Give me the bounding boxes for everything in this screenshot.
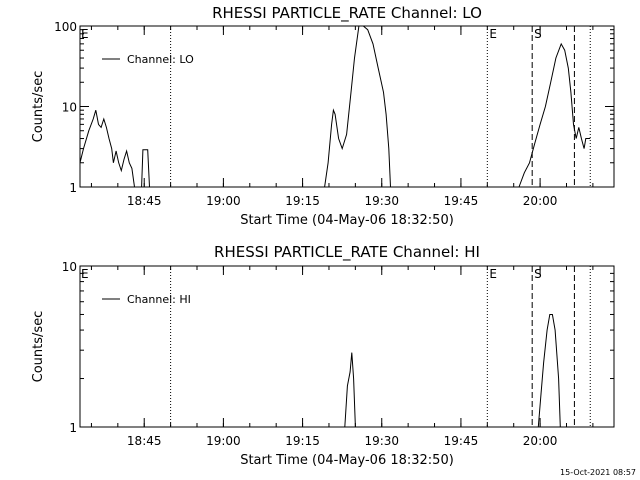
plot2-y-tick-label: 1 — [69, 421, 77, 435]
plot2-x-tick-label: 20:00 — [523, 434, 558, 448]
plot2-x-tick-label: 19:45 — [444, 434, 479, 448]
plot2-x-tick-label: 19:30 — [364, 434, 399, 448]
plot2-x-axis-label: Start Time (04-May-06 18:32:50) — [240, 453, 454, 468]
plot1-edge-label: E — [81, 27, 89, 41]
plot1-x-axis-label: Start Time (04-May-06 18:32:50) — [240, 213, 454, 228]
plot1-x-tick-label: 20:00 — [523, 194, 558, 208]
plot1-frame — [79, 25, 615, 188]
plot1-marker-label: E — [489, 27, 497, 41]
plot2-x-tick-label: 19:15 — [285, 434, 320, 448]
plot1-x-tick-label: 19:30 — [364, 194, 399, 208]
plot1-series-segment — [141, 149, 150, 188]
plot1-x-tick-label: 19:00 — [206, 194, 241, 208]
plot1-x-tick-label: 19:45 — [444, 194, 479, 208]
plot2-edge-label: E — [81, 267, 89, 281]
plot2-series-segment — [344, 352, 356, 428]
plot1-series-segment — [518, 42, 591, 188]
plot2-frame — [79, 265, 615, 428]
plot2-marker-label: E — [489, 267, 497, 281]
plot1-y-tick-label: 10 — [62, 101, 77, 115]
plot2-series-segment — [537, 314, 561, 428]
plot2-x-tick-label: 19:00 — [206, 434, 241, 448]
plot2-legend-label: Channel: HI — [127, 293, 191, 306]
plot1-y-tick-label: 100 — [54, 20, 77, 34]
plot1-x-tick-label: 19:15 — [285, 194, 320, 208]
plot1-legend-label: Channel: LO — [127, 53, 194, 66]
footer-timestamp: 15-Oct-2021 08:57 — [560, 468, 636, 477]
plot2-marker-label: S — [534, 267, 542, 281]
plot2-x-tick-label: 18:45 — [127, 434, 162, 448]
plot1-y-axis-label: Counts/sec — [31, 71, 46, 143]
plot1-title: RHESSI PARTICLE_RATE Channel: LO — [212, 4, 482, 23]
plot1-series-segment — [324, 25, 391, 188]
plot2-y-tick-label: 10 — [62, 260, 77, 274]
plot1-y-tick-label: 1 — [69, 181, 77, 195]
plot1-series-segment — [79, 110, 135, 188]
plot1-marker-label: S — [534, 27, 542, 41]
plot2-y-axis-label: Counts/sec — [31, 311, 46, 383]
plot1-x-tick-label: 18:45 — [127, 194, 162, 208]
plot2-title: RHESSI PARTICLE_RATE Channel: HI — [214, 243, 480, 262]
